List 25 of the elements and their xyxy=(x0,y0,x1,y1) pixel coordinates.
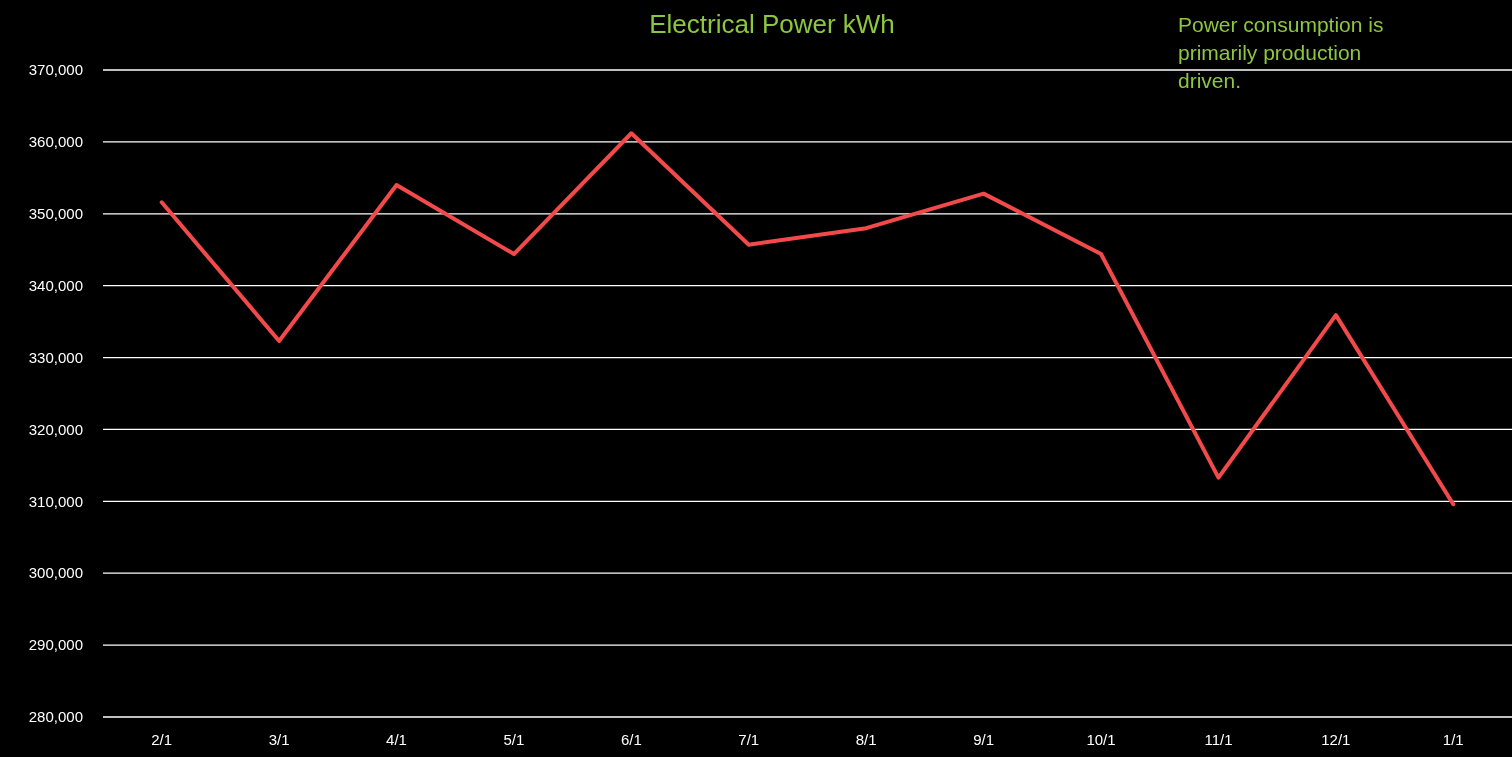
x-tick-label: 1/1 xyxy=(1442,731,1464,748)
x-tick-label: 5/1 xyxy=(503,731,525,748)
y-tick-label: 350,000 xyxy=(28,205,83,223)
x-tick-label: 8/1 xyxy=(855,731,877,748)
y-tick-label: 370,000 xyxy=(28,61,83,79)
y-tick-label: 320,000 xyxy=(28,420,83,438)
y-tick-label: 310,000 xyxy=(28,492,83,510)
x-tick-label: 4/1 xyxy=(386,731,407,748)
x-tick-label: 10/1 xyxy=(1086,731,1116,748)
x-tick-label: 2/1 xyxy=(151,731,173,748)
y-tick-label: 340,000 xyxy=(28,276,83,294)
x-tick-label: 11/1 xyxy=(1204,731,1233,748)
x-tick-label: 7/1 xyxy=(738,731,760,748)
y-tick-label: 290,000 xyxy=(28,636,83,654)
x-tick-label: 12/1 xyxy=(1321,731,1351,748)
x-tick-label: 3/1 xyxy=(268,731,290,748)
line-series xyxy=(159,131,1456,507)
y-tick-label: 300,000 xyxy=(28,564,83,582)
y-tick-label: 280,000 xyxy=(28,708,83,726)
x-tick-label: 9/1 xyxy=(973,731,995,748)
y-tick-label: 360,000 xyxy=(28,133,83,151)
x-tick-label: 6/1 xyxy=(620,731,642,748)
chart-title: Electrical Power kWh xyxy=(649,9,895,39)
y-tick-label: 330,000 xyxy=(28,348,83,366)
annotation: Power consumption is primarily production driven. xyxy=(1178,13,1384,92)
